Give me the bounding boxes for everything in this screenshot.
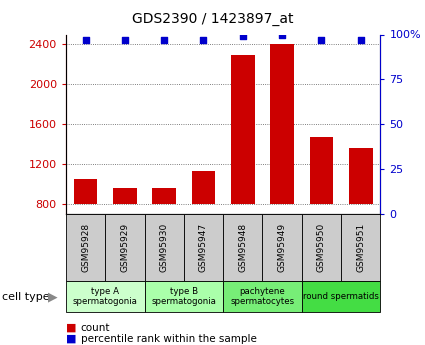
Text: GSM95928: GSM95928 bbox=[81, 223, 90, 272]
Bar bbox=[302, 214, 341, 281]
Text: cell type: cell type bbox=[2, 292, 50, 302]
Text: GSM95950: GSM95950 bbox=[317, 223, 326, 272]
Point bbox=[357, 37, 364, 43]
Text: ▶: ▶ bbox=[48, 290, 58, 303]
Text: GSM95949: GSM95949 bbox=[278, 223, 286, 272]
Point bbox=[82, 37, 89, 43]
Bar bbox=[113, 188, 136, 204]
Bar bbox=[223, 214, 262, 281]
Bar bbox=[184, 214, 223, 281]
Bar bbox=[105, 214, 144, 281]
Bar bbox=[152, 188, 176, 204]
Text: pachytene
spermatocytes: pachytene spermatocytes bbox=[230, 287, 295, 306]
Text: GSM95951: GSM95951 bbox=[356, 223, 365, 272]
Text: round spermatids: round spermatids bbox=[303, 292, 379, 301]
Bar bbox=[192, 171, 215, 204]
Text: type B
spermatogonia: type B spermatogonia bbox=[151, 287, 216, 306]
Bar bbox=[223, 281, 302, 312]
Bar bbox=[144, 281, 223, 312]
Point bbox=[279, 32, 286, 37]
Point bbox=[318, 37, 325, 43]
Bar bbox=[262, 214, 302, 281]
Text: GDS2390 / 1423897_at: GDS2390 / 1423897_at bbox=[132, 12, 293, 26]
Bar bbox=[270, 45, 294, 204]
Bar bbox=[309, 137, 333, 204]
Text: ■: ■ bbox=[66, 334, 76, 344]
Text: GSM95929: GSM95929 bbox=[120, 223, 129, 272]
Bar bbox=[74, 179, 97, 204]
Text: GSM95930: GSM95930 bbox=[160, 223, 169, 272]
Point bbox=[239, 33, 246, 39]
Bar bbox=[144, 214, 184, 281]
Text: percentile rank within the sample: percentile rank within the sample bbox=[81, 334, 257, 344]
Bar bbox=[66, 214, 105, 281]
Bar bbox=[341, 214, 380, 281]
Bar bbox=[302, 281, 380, 312]
Bar bbox=[66, 281, 144, 312]
Text: GSM95948: GSM95948 bbox=[238, 223, 247, 272]
Point bbox=[161, 37, 167, 43]
Text: ■: ■ bbox=[66, 323, 76, 333]
Bar bbox=[349, 148, 372, 204]
Text: count: count bbox=[81, 323, 110, 333]
Text: GSM95947: GSM95947 bbox=[199, 223, 208, 272]
Text: type A
spermatogonia: type A spermatogonia bbox=[73, 287, 138, 306]
Point bbox=[122, 37, 128, 43]
Bar bbox=[231, 56, 255, 204]
Point bbox=[200, 37, 207, 43]
